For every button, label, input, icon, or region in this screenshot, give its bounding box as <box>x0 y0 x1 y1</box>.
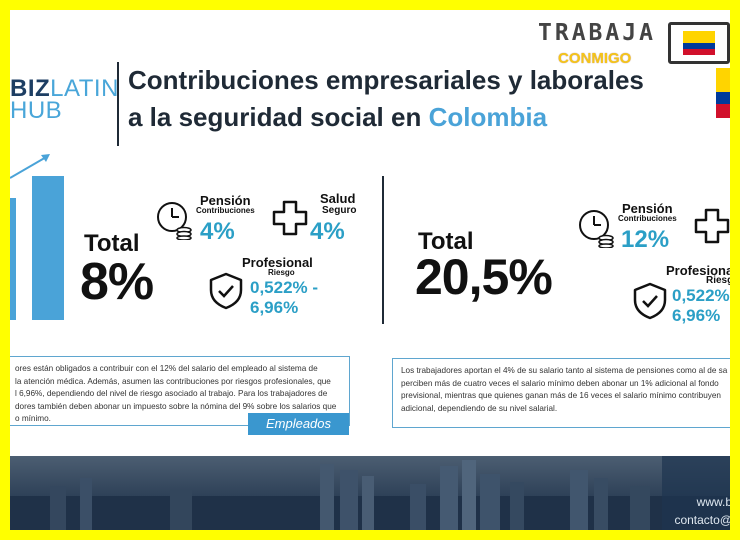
trabaja-conmigo-badge: TRABAJA CONMIGO <box>532 16 730 120</box>
logo-divider <box>117 62 119 146</box>
bizlatinhub-logo: BIZLATIN HUB <box>10 75 119 124</box>
colombia-flag-icon <box>683 31 715 55</box>
employers-profesional-sub: Riesgo <box>268 268 295 277</box>
employers-total-value: 8% <box>80 253 154 311</box>
city-skyline-footer: www.b contacto@ <box>10 456 730 530</box>
employees-profesional-value-1: 0,522% <box>672 286 730 305</box>
medical-cross-icon <box>694 208 730 244</box>
growth-arrow-icon <box>10 154 50 179</box>
employers-profesional-value-2: 6,96% <box>250 298 299 317</box>
footer-contact-panel <box>662 456 730 530</box>
employees-profesional-title: Profesional <box>666 263 730 278</box>
shield-check-icon <box>633 282 667 320</box>
section-divider <box>382 176 384 324</box>
employers-pension-value: 4% <box>200 218 235 245</box>
employers-pension-title: Pensión <box>200 193 251 208</box>
employers-salud-sub: Seguro <box>322 205 357 216</box>
flag-strip <box>716 68 730 118</box>
employers-pension-sub: Contribuciones <box>196 206 255 215</box>
clock-coins-icon <box>579 210 614 248</box>
employees-total-value: 20,5% <box>415 249 553 305</box>
badge-bottom-text: CONMIGO <box>558 50 632 67</box>
employers-profesional-title: Profesional <box>242 255 313 270</box>
infographic-canvas: BIZLATIN HUB Contribuciones empresariale… <box>10 10 730 530</box>
employees-pension-title: Pensión <box>622 201 673 216</box>
laptop-icon <box>668 22 730 64</box>
employers-total-label: Total <box>84 230 140 257</box>
employees-profesional-value-2: 6,96% <box>672 306 721 325</box>
page-title: Contribuciones empresariales y laborales… <box>128 65 644 132</box>
medical-cross-icon <box>272 200 308 236</box>
employees-description-box: Los trabajadores aportan el 4% de su sal… <box>392 358 730 428</box>
employees-profesional-sub: Riesgo <box>706 275 730 286</box>
decorative-bar <box>32 176 64 320</box>
employees-pension-sub: Contribuciones <box>618 214 677 223</box>
employees-pension-value: 12% <box>621 226 670 253</box>
clock-coins-icon <box>157 202 192 240</box>
badge-top-text: TRABAJA <box>538 20 656 46</box>
employers-profesional-value-1: 0,522% - <box>250 278 319 297</box>
decorative-bar <box>10 198 16 320</box>
empleados-tab: Empleados <box>248 413 349 435</box>
shield-check-icon <box>209 272 243 310</box>
footer-email: contacto@ <box>674 513 730 527</box>
footer-website: www.b <box>696 495 730 509</box>
skyline-image <box>10 460 730 530</box>
employees-total-label: Total <box>418 228 474 255</box>
employers-salud-value: 4% <box>310 218 345 245</box>
employers-salud-title: Salud <box>320 191 356 206</box>
